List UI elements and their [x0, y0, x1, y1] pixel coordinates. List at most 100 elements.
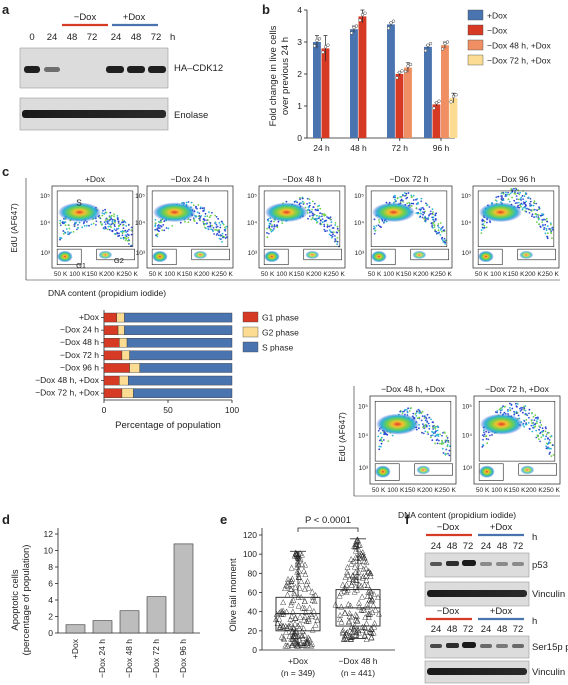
flow-event [121, 221, 124, 224]
flow-event [523, 407, 526, 410]
gate-label-g2: G2 [114, 256, 124, 265]
e-data-point: △ [338, 602, 345, 611]
e-dots: △△△△△△△△ △△△△△△△△△△△△ △△△△△△△△△△△△△△△△△△△△… [273, 535, 383, 650]
flow-event [117, 225, 120, 228]
e-ylabel: Olive tail moment [228, 558, 239, 632]
e-data-point: △ [298, 592, 305, 601]
e-data-point: △ [353, 582, 360, 591]
flow-event [328, 229, 331, 231]
f-blot-label-p53: p53 [532, 560, 548, 571]
e-data-point: △ [302, 640, 309, 649]
flow-xtick: 200 K [526, 487, 544, 494]
flow-event [59, 222, 61, 225]
e-data-point: △ [351, 556, 358, 565]
flow-xtick: 100 K [491, 487, 509, 494]
c-xlabel-row2: DNA content (propidium iodide) [398, 510, 516, 520]
e-data-point: △ [371, 589, 378, 598]
e-data-point: △ [350, 574, 357, 583]
flow-event [501, 409, 503, 411]
e-data-point: △ [287, 621, 294, 630]
e-data-point: △ [301, 565, 308, 574]
flow-event [436, 232, 438, 235]
band [446, 561, 459, 566]
e-data-point: △ [348, 632, 355, 641]
flow-event [515, 188, 518, 191]
e-data-point: △ [365, 599, 372, 608]
flow-event [420, 200, 423, 203]
flow-event [412, 199, 415, 201]
e-data-point: △ [284, 607, 291, 616]
flow-event [202, 218, 205, 221]
flow-event [429, 436, 432, 439]
flow-event [402, 194, 404, 197]
d-xtick-label: −Dox 72 h [151, 639, 161, 678]
flow-event [101, 214, 104, 217]
flow-event [130, 226, 133, 229]
flow-event [532, 415, 535, 418]
flow-event [326, 230, 328, 232]
e-data-point: △ [375, 592, 382, 601]
e-data-point: △ [337, 610, 344, 619]
flow-event [271, 225, 273, 228]
flow-event [311, 208, 313, 211]
e-data-point: △ [290, 634, 297, 643]
flow-event [535, 215, 538, 218]
flow-event [544, 232, 547, 235]
e-data-point: △ [301, 623, 308, 632]
flow-event [270, 220, 273, 222]
flow-event [378, 221, 381, 224]
blot-label-hacdk12: HA–CDK12 [174, 63, 223, 74]
flow-event [542, 214, 544, 216]
flow-event [441, 239, 444, 242]
flow-event [108, 216, 111, 219]
g1-density [478, 250, 494, 263]
flow-event [377, 429, 380, 432]
flow-event [113, 215, 115, 218]
flow-ytick: 10⁵ [358, 404, 368, 411]
e-data-point: △ [283, 580, 290, 589]
flow-event [83, 221, 85, 224]
flow-event [482, 438, 484, 441]
flow-event [528, 212, 531, 214]
panel-a-western-blot: −Dox +Dox 0 24 48 72 24 48 72 h HA–CDK12… [19, 12, 223, 131]
e-data-point: △ [280, 622, 287, 631]
e-data-point: △ [349, 631, 356, 640]
g2-density [412, 250, 427, 259]
flow-event [404, 192, 406, 194]
flow-event [335, 231, 338, 234]
flow-event [420, 212, 422, 215]
flow-event [528, 408, 531, 411]
flow-event [499, 407, 502, 410]
flow-event [542, 429, 545, 432]
flow-event [536, 418, 539, 420]
e-data-point: △ [359, 605, 366, 614]
flow-event [202, 222, 205, 225]
flow-event [308, 202, 311, 205]
e-data-point: △ [281, 633, 288, 642]
e-data-point: △ [277, 608, 284, 617]
flow-event [334, 224, 337, 226]
flow-event [196, 207, 198, 210]
e-data-point: △ [368, 571, 375, 580]
flow-event [315, 219, 318, 222]
e-data-point: △ [342, 583, 349, 592]
band [480, 562, 492, 566]
flow-event [431, 216, 434, 219]
flow-event [415, 198, 417, 201]
e-data-point: △ [294, 549, 301, 558]
flow-event [539, 421, 542, 424]
flow-event [307, 208, 309, 211]
flow-event [424, 426, 427, 428]
flow-event [126, 233, 129, 236]
e-data-point: △ [353, 574, 360, 583]
flow-event [434, 442, 436, 445]
f-lane: 72 [463, 541, 474, 552]
flow-xtick: 150 K [294, 271, 312, 278]
flow-event [494, 199, 497, 202]
flow-event [207, 228, 210, 230]
flow-event [441, 230, 443, 233]
flow-event [426, 431, 429, 434]
flow-event [103, 227, 106, 230]
e-data-point: △ [288, 633, 295, 642]
flow-event [162, 224, 165, 226]
